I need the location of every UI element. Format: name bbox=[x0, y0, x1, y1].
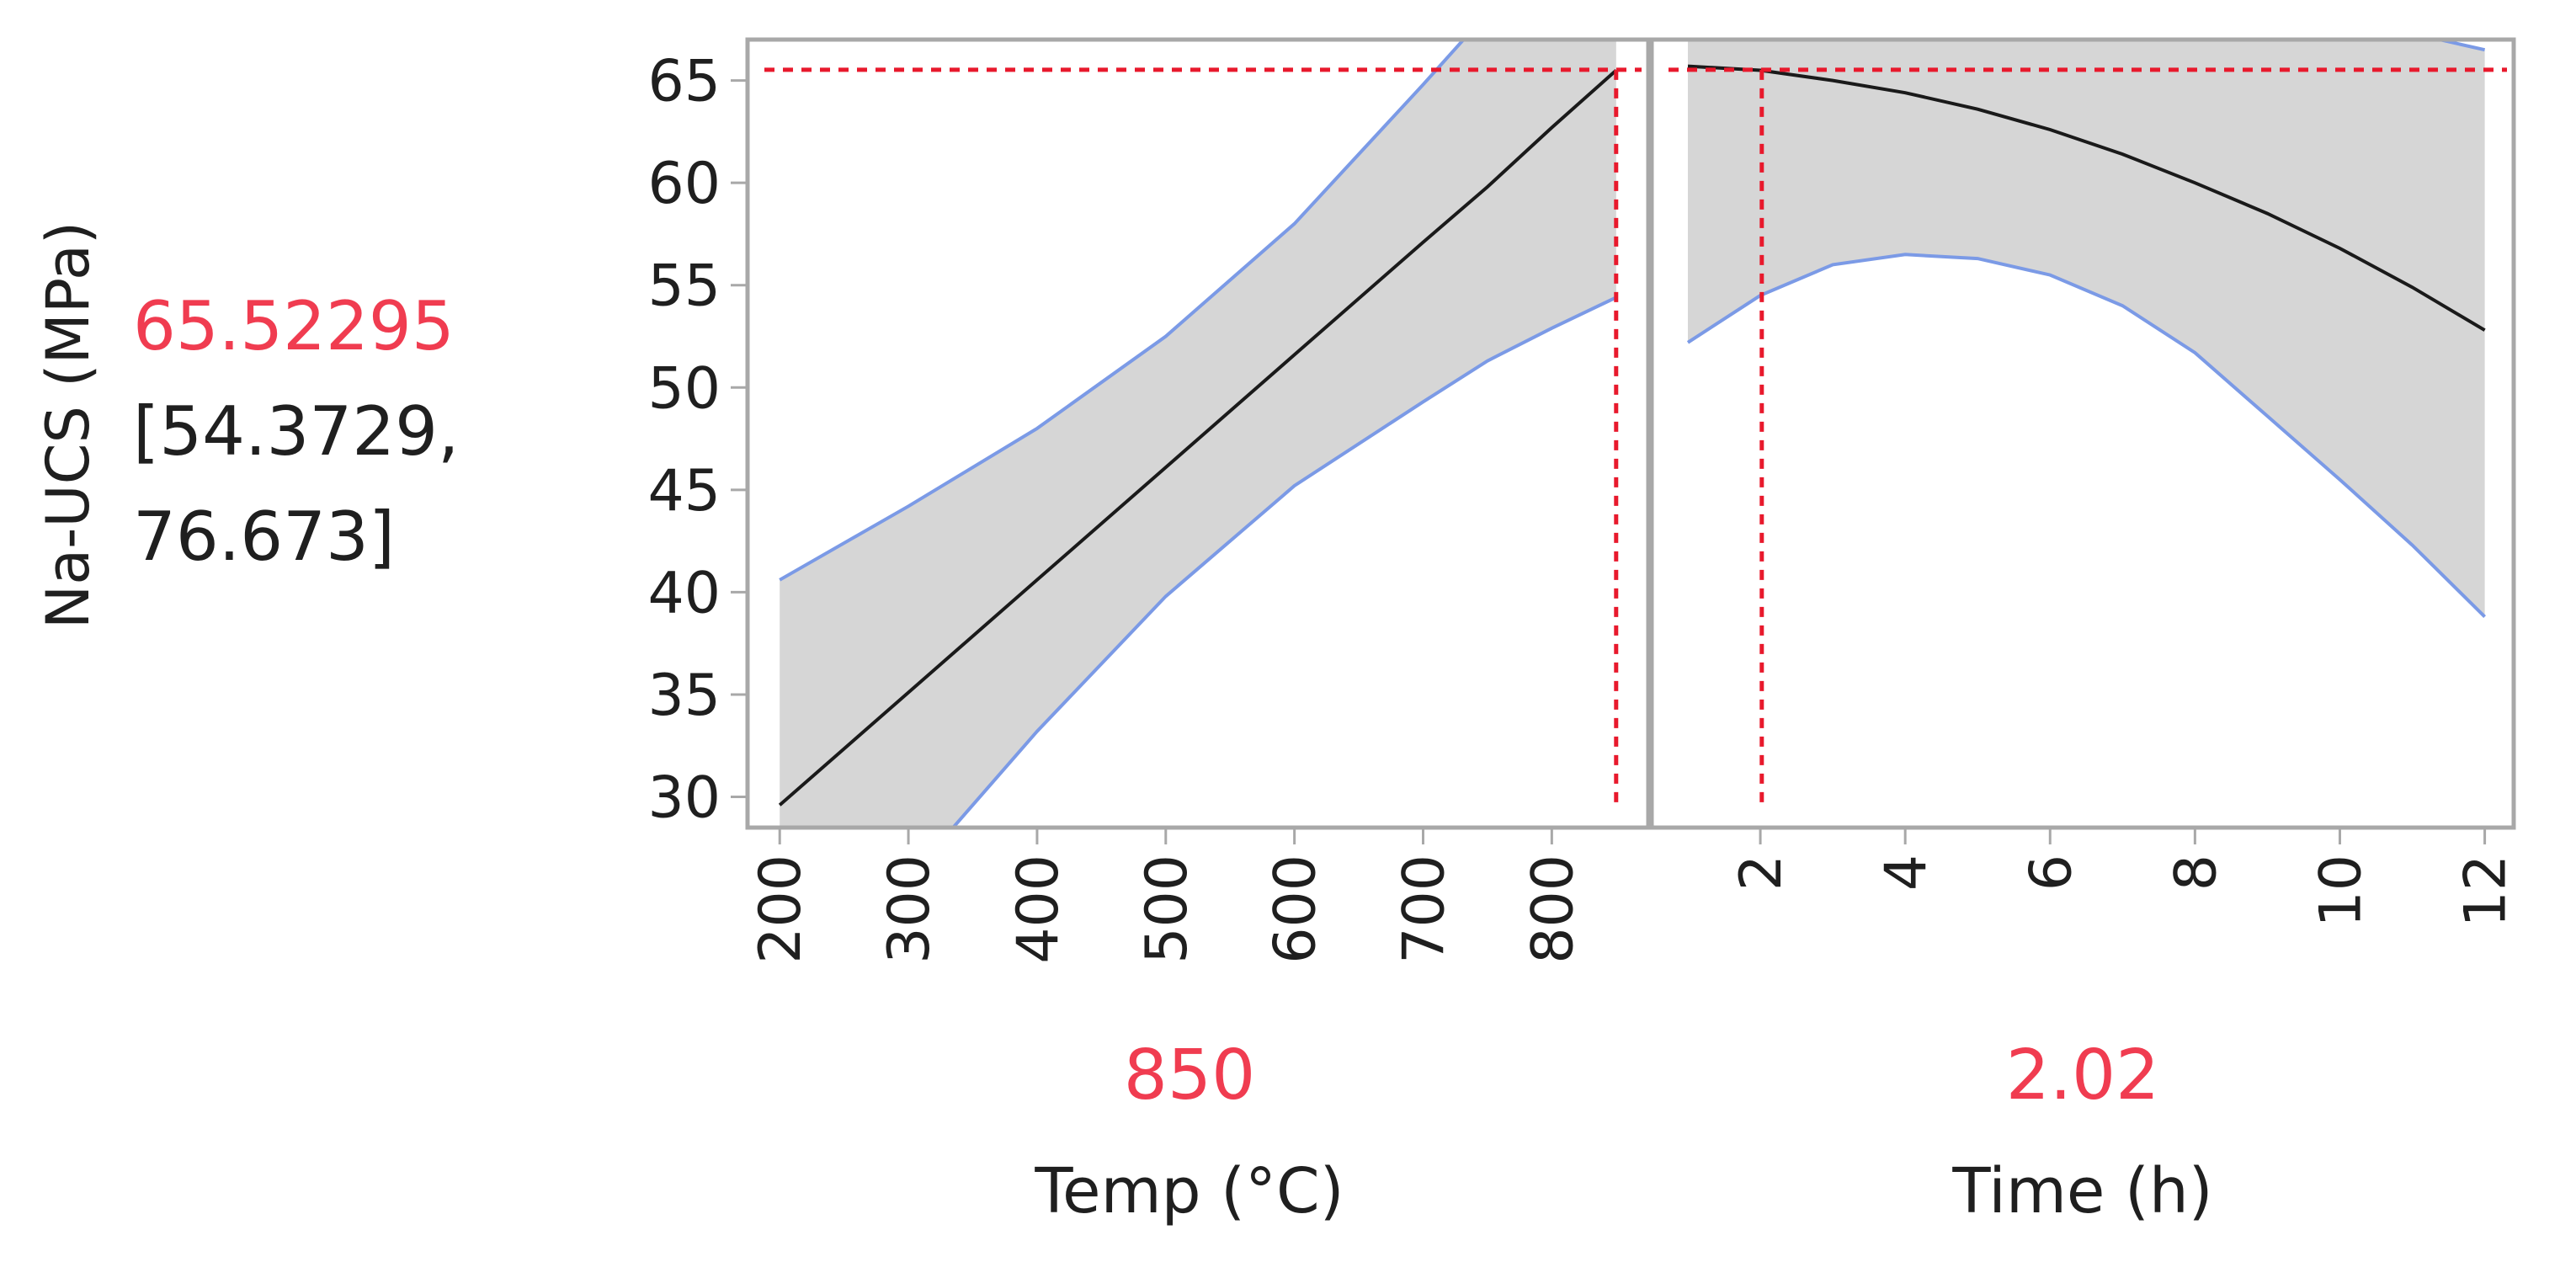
x-tick-label: 600 bbox=[1263, 855, 1329, 964]
y-axis-title: Na-UCS (MPa) bbox=[34, 221, 103, 629]
y-tick-label: 35 bbox=[647, 663, 721, 729]
confidence-interval-lower: [54.3729, bbox=[133, 392, 459, 471]
x-tick-label: 500 bbox=[1134, 855, 1200, 964]
temp-current-value: 850 bbox=[1124, 1036, 1256, 1116]
time-panel: 2 4 6 8 10 12 bbox=[1649, 37, 2520, 928]
confidence-band bbox=[1688, 40, 2485, 617]
lower-confidence-line bbox=[1686, 253, 2487, 619]
y-tick-label: 40 bbox=[647, 560, 721, 626]
x-tick-label: 800 bbox=[1520, 855, 1586, 964]
prediction-line bbox=[778, 69, 1618, 807]
y-tick-label: 50 bbox=[647, 355, 721, 422]
x-tick-label: 400 bbox=[1005, 855, 1072, 964]
y-tick-label: 45 bbox=[647, 458, 721, 525]
upper-confidence-line bbox=[779, 40, 1466, 582]
x-tick-label: 2 bbox=[1728, 855, 1795, 891]
y-tick-label: 30 bbox=[647, 765, 721, 832]
x-tick-label: 300 bbox=[876, 855, 943, 964]
time-axis-title: Time (h) bbox=[1951, 1155, 2212, 1227]
x-tick-label: 12 bbox=[2453, 855, 2520, 928]
lower-confidence-line bbox=[950, 296, 1617, 828]
time-current-value: 2.02 bbox=[2006, 1036, 2160, 1116]
x-tick-label: 10 bbox=[2307, 855, 2374, 928]
y-axis: 30 35 40 45 50 55 60 65 bbox=[647, 49, 748, 832]
panel-frame bbox=[1649, 37, 2516, 830]
y-tick-label: 65 bbox=[647, 49, 721, 115]
x-tick-label: 6 bbox=[2018, 855, 2084, 891]
x-tick-label: 8 bbox=[2163, 855, 2229, 891]
confidence-band bbox=[780, 40, 1616, 828]
temp-panel: 200 300 400 500 600 700 800 bbox=[745, 37, 1651, 964]
y-tick-label: 55 bbox=[647, 253, 721, 320]
x-tick-label: 4 bbox=[1873, 855, 1940, 891]
x-tick-label: 700 bbox=[1392, 855, 1458, 964]
panel-frame bbox=[745, 37, 1651, 830]
x-tick-label: 200 bbox=[748, 855, 814, 964]
temp-axis-title: Temp (°C) bbox=[1034, 1155, 1344, 1227]
prediction-line bbox=[1687, 64, 2486, 332]
y-tick-label: 60 bbox=[647, 151, 721, 217]
predicted-value: 65.52295 bbox=[133, 287, 455, 365]
confidence-interval-upper: 76.673] bbox=[133, 498, 395, 576]
